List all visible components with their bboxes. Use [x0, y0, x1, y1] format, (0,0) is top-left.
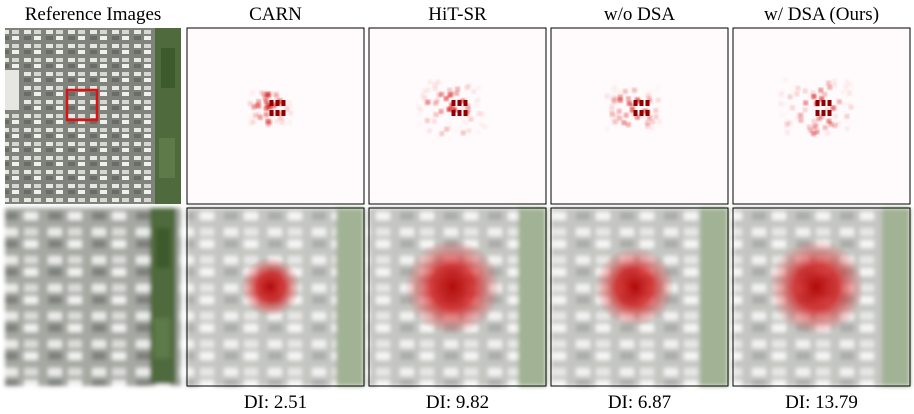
reference-image-top: [5, 28, 181, 204]
column-title: w/o DSA: [604, 4, 676, 25]
column-title: w/ DSA (Ours): [764, 4, 879, 25]
attribution-map: [732, 27, 911, 205]
reference-image-bottom: [5, 208, 181, 386]
attribution-map: [368, 27, 547, 205]
column-title: CARN: [249, 4, 302, 25]
attribution-map: [550, 27, 729, 205]
di-caption: DI: 13.79: [785, 392, 858, 413]
di-caption: DI: 6.87: [608, 392, 671, 413]
reference-title: Reference Images: [25, 4, 162, 25]
attribution-map: [186, 27, 365, 205]
attribution-overlay: [550, 207, 729, 387]
attribution-overlay: [368, 207, 547, 387]
column-title: HiT-SR: [428, 4, 487, 25]
di-caption: DI: 9.82: [426, 392, 489, 413]
attribution-overlay: [732, 207, 911, 387]
attribution-overlay: [186, 207, 365, 387]
di-caption: DI: 2.51: [244, 392, 307, 413]
